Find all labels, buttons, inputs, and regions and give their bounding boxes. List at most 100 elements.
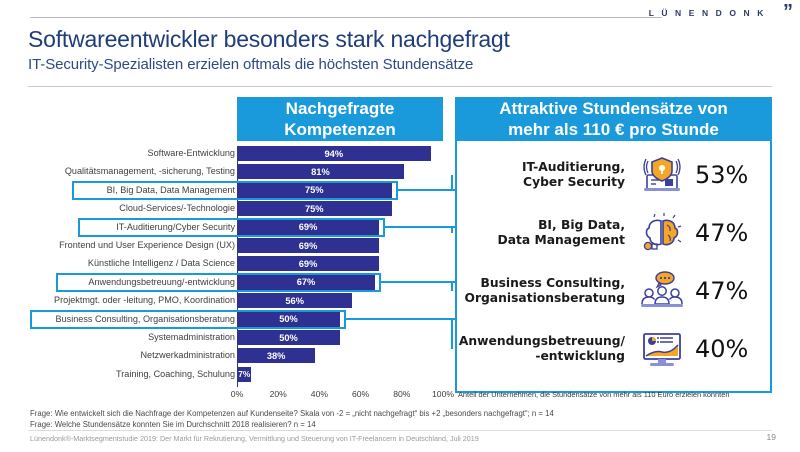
chart-bar-value: 69%: [298, 240, 318, 251]
callout-connector-line: [385, 226, 455, 229]
chart-x-tick-label: 40%: [310, 389, 328, 399]
chart-title-line1: Nachgefragte: [285, 99, 395, 118]
highlighted-competency-box: [30, 309, 346, 329]
chart-bar: 50%: [237, 330, 340, 345]
footnote-question-2: Frage: Welche Stundensätze konnten Sie i…: [30, 420, 316, 429]
chart-bar: 67%: [237, 274, 376, 290]
chart-bar-value: 94%: [324, 148, 344, 159]
rate-percentage: 40%: [695, 335, 749, 363]
chart-row: Qualitätsmanagement, -sicherung, Testing…: [65, 164, 443, 180]
chart-x-tick-label: 80%: [393, 389, 411, 399]
chart-bar: 94%: [237, 146, 431, 161]
rate-percentage: 47%: [695, 219, 749, 247]
callout-connector-line: [346, 318, 455, 321]
chart-bar-value: 50%: [279, 314, 298, 325]
chart-bar-value: 69%: [298, 258, 318, 269]
shield-security-icon: [631, 155, 693, 195]
chart-category-label: Training, Coaching, Schulung: [116, 368, 235, 379]
chart-bar-value: 75%: [304, 203, 324, 214]
chart-row: Projektmgt. oder -leitung, PMO, Koordina…: [54, 293, 443, 309]
rates-title-banner: Attraktive Stundensätze von mehr als 110…: [455, 97, 772, 141]
brand-header: L Ü N E N D O N K ”: [0, 0, 800, 24]
chart-bar: 81%: [237, 164, 404, 180]
chart-bar-value: 81%: [311, 166, 330, 177]
chart-bar: 38%: [237, 348, 316, 364]
rate-label: BI, Big Data, Data Management: [457, 218, 631, 248]
chart-bar: 7%: [237, 366, 252, 382]
chart-category-label: Cloud-Services/-Technologie: [119, 203, 235, 214]
chart-category-label: Systemadministration: [148, 332, 235, 342]
rates-panel-note: Anteil der Unternehmen, die Stundensätze…: [458, 390, 730, 399]
chart-category-label: Künstliche Intelligenz / Data Science: [87, 258, 235, 269]
chart-bar: 69%: [237, 219, 380, 235]
title-divider: [28, 86, 772, 87]
rate-label-line2: Data Management: [497, 233, 625, 247]
brain-data-icon: [631, 213, 693, 253]
callout-connector-line: [381, 281, 455, 284]
chart-bar: 50%: [237, 311, 340, 327]
rate-row: Business Consulting, Organisationsberatun…: [457, 263, 770, 319]
chart-bar-value: 69%: [298, 222, 318, 233]
chart-row: Netzwerkadministration 38%: [140, 348, 443, 364]
chart-bar-value: 67%: [296, 277, 316, 288]
rates-title-line1: Attraktive Stundensätze von: [499, 99, 728, 118]
chart-title-banner: Nachgefragte Kompetenzen: [237, 97, 443, 141]
rate-label: Business Consulting, Organisationsberatun…: [457, 276, 631, 306]
rate-label-line1: Business Consulting,: [480, 276, 625, 290]
chart-x-tick-label: 0%: [230, 389, 244, 399]
chart-row: Anwendungsbetreuung/-entwicklung 67%: [88, 274, 443, 290]
chart-row: Software-Entwicklung 94%: [148, 146, 443, 161]
chart-row: IT-Auditierung/Cyber Security 69%: [116, 219, 443, 235]
chart-row: BI, Big Data, Data Management 75%: [107, 182, 443, 198]
chart-category-label: Anwendungsbetreuung/-entwicklung: [88, 276, 235, 287]
callout-connector-vertical: [451, 226, 453, 233]
footer-divider: [28, 430, 772, 431]
chart-bar: 75%: [237, 201, 392, 217]
chart-category-label: Netzwerkadministration: [140, 350, 235, 361]
chart-category-label: Qualitätsmanagement, -sicherung, Testing: [64, 166, 235, 177]
source-citation: Lünendonk®-Marktsegmentstudie 2019: Der …: [30, 434, 479, 443]
chart-category-label: Business Consulting, Organisationsberatu…: [55, 313, 235, 324]
callout-connector-vertical: [451, 318, 453, 349]
chart-category-label: IT-Auditierung/Cyber Security: [116, 221, 235, 232]
quote-mark-logo-icon: ”: [783, 1, 793, 23]
chart-bar-value: 56%: [285, 295, 304, 306]
chart-x-tick-label: 100%: [432, 389, 454, 399]
rate-label: Anwendungsbetreuung/-entwicklung: [457, 334, 631, 364]
chart-category-label: Projektmgt. oder -leitung, PMO, Koordina…: [54, 295, 235, 306]
monitor-analytics-icon: [631, 329, 693, 369]
rate-label-line1: BI, Big Data,: [538, 218, 625, 232]
rate-label-line2: -entwicklung: [535, 349, 625, 363]
rate-label-line1: Anwendungsbetreuung/: [458, 334, 625, 348]
chart-category-label: BI, Big Data, Data Management: [106, 184, 235, 195]
footnote-question-1: Frage: Wie entwickelt sich die Nachfrage…: [30, 409, 554, 418]
callout-connector-vertical: [451, 175, 453, 190]
bar-chart-plot-area: Software-Entwicklung 94% Qualitätsmanageme…: [54, 146, 443, 386]
page-number: 19: [766, 432, 776, 442]
chart-bar-value: 38%: [266, 350, 286, 361]
chart-category-label: Frontend und User Experience Design (UX): [59, 240, 235, 250]
chart-bar-value: 75%: [304, 185, 324, 196]
rate-label-line2: Cyber Security: [523, 175, 625, 189]
header-divider: [30, 17, 662, 18]
highlighted-competency-box: [56, 272, 382, 292]
page-subtitle: IT-Security-Spezialisten erzielen oftmal…: [28, 56, 474, 73]
rate-percentage: 47%: [695, 277, 749, 305]
rate-row: Anwendungsbetreuung/-entwicklung 40%: [457, 321, 770, 377]
chart-title-line2: Kompetenzen: [284, 120, 396, 139]
rate-percentage: 53%: [695, 161, 749, 189]
callout-connector-line: [397, 189, 455, 192]
chart-x-tick-label: 60%: [351, 389, 370, 399]
chart-bar: 56%: [237, 293, 353, 309]
chart-row: Systemadministration 50%: [148, 330, 443, 345]
chart-row: Frontend und User Experience Design (UX)…: [59, 238, 443, 253]
rate-row: IT-Auditierung, Cyber Security 53%: [457, 147, 770, 203]
chart-x-tick-label: 20%: [269, 389, 287, 399]
chart-bar: 75%: [237, 182, 392, 198]
chart-bar-value: 50%: [279, 332, 298, 343]
callout-connector-vertical: [451, 281, 453, 291]
rate-row: BI, Big Data, Data Management 47%: [457, 205, 770, 261]
rate-label: IT-Auditierung, Cyber Security: [457, 160, 631, 190]
chart-row: Cloud-Services/-Technologie 75%: [119, 201, 443, 217]
chart-row: Künstliche Intelligenz / Data Science 69%: [88, 256, 443, 272]
